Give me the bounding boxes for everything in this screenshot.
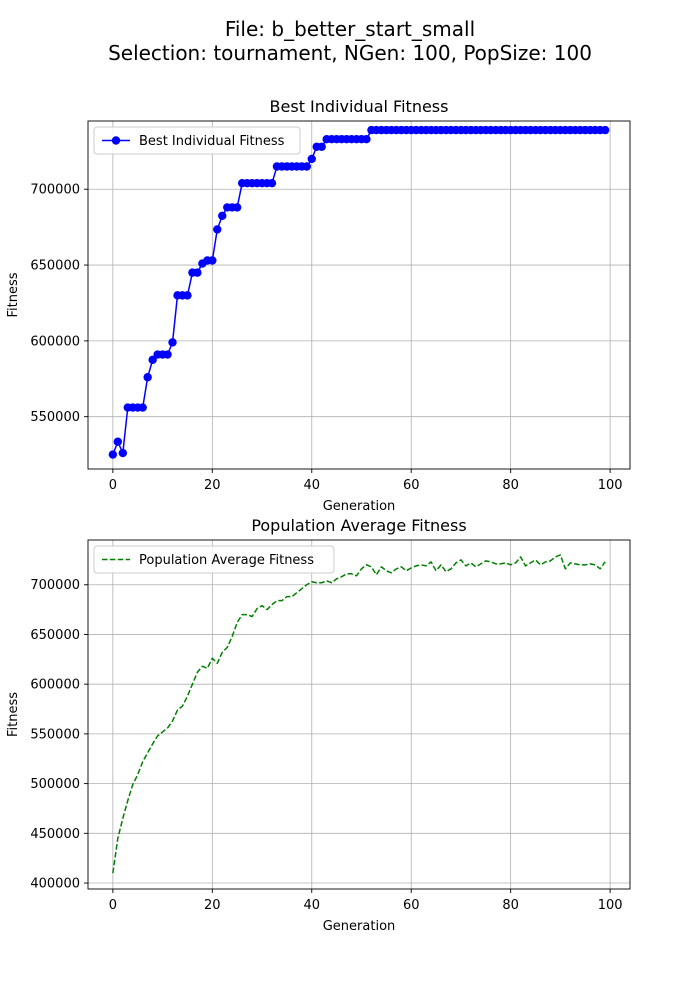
legend-label: Best Individual Fitness [139, 134, 285, 149]
data-point [168, 338, 177, 347]
plot-frame [87, 539, 631, 890]
data-point [208, 256, 217, 265]
chart-title: Best Individual Fitness [270, 97, 449, 116]
legend-box [93, 126, 301, 155]
y-tick-label: 450000 [30, 827, 80, 842]
data-point [307, 154, 316, 164]
figure-title-line-1: File: b_better_start_small [224, 17, 476, 41]
x-tick-label: 100 [598, 478, 623, 493]
y-tick-label: 650000 [30, 259, 80, 274]
data-point [193, 268, 202, 277]
data-point [317, 142, 326, 151]
y-tick-label: 500000 [30, 777, 80, 792]
y-tick-label: 700000 [30, 578, 80, 593]
data-point [218, 211, 227, 220]
x-axis-label: Generation [323, 919, 396, 934]
chart-panel-1: 0 20 40 60 80 100 550000 600000 650000 700000 Best… [6, 97, 631, 514]
y-tick-label: 550000 [30, 410, 80, 425]
x-tick-label: 40 [303, 898, 320, 913]
plot-frame [87, 120, 631, 470]
x-tick-label: 60 [403, 898, 420, 913]
x-tick-label: 20 [204, 478, 221, 493]
y-tick-label: 400000 [30, 877, 80, 892]
legend: Best Individual Fitness [93, 126, 301, 155]
legend-marker [111, 136, 121, 145]
data-point [213, 225, 222, 234]
series-line [112, 554, 606, 874]
data-point [362, 135, 371, 144]
legend-box [93, 545, 335, 574]
x-tick-label: 0 [109, 478, 117, 493]
y-tick-label: 550000 [30, 727, 80, 742]
x-tick-label: 80 [502, 898, 519, 913]
data-point [148, 355, 157, 365]
legend-label: Population Average Fitness [139, 553, 314, 568]
chart-title: Population Average Fitness [251, 516, 466, 535]
y-axis-label: Fitness [6, 692, 21, 737]
y-tick-label: 600000 [30, 678, 80, 693]
x-axis-label: Generation [323, 499, 396, 514]
data-point [143, 373, 152, 382]
x-tick-label: 80 [502, 478, 519, 493]
data-point [108, 450, 118, 459]
data-point [267, 178, 277, 188]
data-point [232, 203, 242, 212]
data-point [600, 125, 610, 135]
data-point [183, 291, 192, 300]
chart-panel-2: 0 20 40 60 80 100 400000 450000 500000 550000 6000… [6, 516, 631, 934]
x-tick-label: 100 [598, 898, 623, 913]
figure-title-line-2: Selection: tournament, NGen: 100, PopSiz… [108, 41, 592, 65]
data-point [302, 162, 311, 171]
x-tick-label: 20 [204, 898, 221, 913]
x-tick-label: 40 [303, 478, 320, 493]
y-tick-label: 600000 [30, 334, 80, 349]
y-tick-label: 700000 [30, 183, 80, 198]
legend: Population Average Fitness [93, 545, 335, 574]
data-point [113, 437, 123, 446]
x-tick-label: 60 [403, 478, 420, 493]
x-tick-label: 0 [109, 898, 117, 913]
data-point [163, 350, 172, 359]
data-point [118, 448, 128, 458]
y-tick-label: 650000 [30, 628, 80, 643]
y-axis-label: Fitness [6, 272, 21, 317]
data-point [138, 403, 147, 412]
